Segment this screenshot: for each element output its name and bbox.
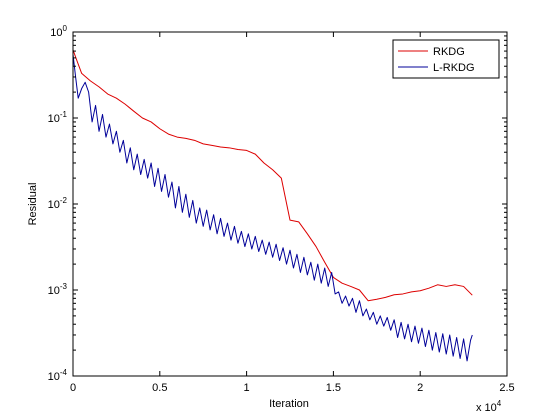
legend-label-rkdg: RKDG (433, 46, 465, 58)
ticks-layer: 0 0.5 1 1.5 2 2.5 10-4 10-3 10-2 10-1 100 (48, 24, 515, 394)
y-tick-label: 10-4 (48, 368, 68, 383)
x-tick-label: 1.5 (326, 382, 341, 394)
plot-area (73, 32, 507, 376)
x-tick-label: 0 (70, 382, 76, 394)
legend-label-l-rkdg: L-RKDG (433, 62, 475, 74)
x-tick-label: 1 (244, 382, 250, 394)
y-tick-label: 10-1 (48, 110, 68, 125)
x-tick-label: 2.5 (499, 382, 514, 394)
series-line-l-rkdg (72, 54, 473, 362)
series-layer (72, 49, 473, 362)
legend-box (392, 39, 500, 79)
series-line-rkdg (72, 49, 473, 302)
x-tick-label: 2 (417, 382, 423, 394)
y-tick-label: 100 (50, 24, 67, 39)
x-axis-label: Iteration (269, 398, 309, 410)
y-axis-label: Residual (27, 183, 39, 226)
y-tick-label: 10-2 (48, 196, 68, 211)
legend: RKDG L-RKDG (392, 39, 500, 79)
x-tick-label: 0.5 (152, 382, 167, 394)
x-axis-multiplier: x 104 (476, 399, 502, 414)
y-tick-label: 10-3 (48, 282, 68, 297)
